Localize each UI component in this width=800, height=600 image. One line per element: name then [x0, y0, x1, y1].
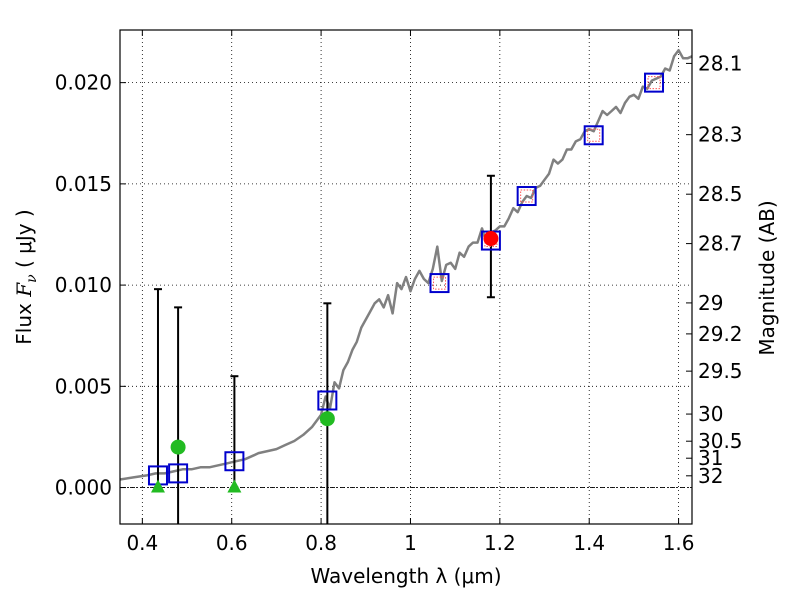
x-tick-label: 0.4	[126, 531, 158, 555]
marker-layer	[147, 72, 665, 493]
y-axis-label-left: Flux Fν ( μJy )	[12, 209, 40, 344]
y-axis-label-subscript: ν	[24, 274, 40, 283]
magnitude-tick-label: 28.1	[698, 51, 743, 75]
tick-layer	[120, 30, 692, 524]
magnitude-tick-label: 30	[698, 402, 723, 426]
x-tick-label: 0.8	[305, 531, 337, 555]
y-axis-label-symbol: F	[12, 282, 36, 298]
x-tick-label: 1	[404, 531, 417, 555]
detection-marker	[483, 231, 499, 247]
y-axis-label-prefix: Flux	[12, 297, 36, 345]
model-photometry-inner	[433, 276, 447, 290]
weak-detection-marker	[170, 439, 186, 455]
plot-area-frame	[119, 29, 693, 525]
magnitude-tick-label: 31	[698, 446, 723, 470]
magnitude-tick-label: 28.3	[698, 123, 743, 147]
magnitude-tick-label: 28.7	[698, 232, 743, 256]
y-tick-labels: 0.000 0.005 0.010 0.015 0.020	[55, 71, 112, 500]
x-axis-label: Wavelength λ (μm)	[310, 564, 501, 588]
model-photometry-inner	[647, 76, 661, 90]
spectrum-line	[119, 48, 693, 481]
model-photometry-inner	[587, 128, 601, 142]
magnitude-tick-label: 28.5	[698, 182, 743, 206]
spectrum-layer	[119, 48, 693, 481]
y-tick-label: 0.005	[55, 374, 112, 398]
x-tick-label: 1.4	[573, 531, 605, 555]
model-photometry-box	[429, 273, 450, 294]
upper-limit-marker	[227, 479, 242, 493]
weak-detection-marker	[319, 411, 335, 427]
errorbar-layer	[153, 174, 495, 524]
y-axis-label-unit: ( μJy )	[12, 209, 36, 274]
y-tick-label: 0.000	[55, 476, 112, 500]
x-tick-label: 0.6	[216, 531, 248, 555]
upper-limit-marker	[150, 479, 165, 493]
y-tick-label: 0.020	[55, 71, 112, 95]
magnitude-tick-label: 29.5	[698, 359, 743, 383]
magnitude-tick-label: 29	[698, 291, 723, 315]
model-photometry-box	[516, 186, 537, 207]
magnitude-tick-label: 30.5	[698, 429, 743, 453]
model-photometry-box	[644, 72, 665, 93]
grid	[120, 30, 692, 524]
magnitude-tick-label: 29.2	[698, 322, 743, 346]
x-tick-label: 1.6	[663, 531, 695, 555]
model-photometry-box	[224, 451, 245, 472]
model-photometry-box	[583, 125, 604, 146]
x-tick-labels: 0.4 0.6 0.8 1 1.2 1.4 1.6	[126, 531, 694, 555]
model-photometry-inner	[520, 189, 534, 203]
x-tick-label: 1.2	[484, 531, 516, 555]
y-tick-label: 0.010	[55, 273, 112, 297]
magnitude-tick-label: 32	[698, 464, 723, 488]
y-tick-label: 0.015	[55, 172, 112, 196]
model-photometry-box	[317, 390, 338, 411]
y-axis-label-right: Magnitude (AB)	[755, 200, 779, 355]
model-photometry-box	[168, 463, 189, 484]
